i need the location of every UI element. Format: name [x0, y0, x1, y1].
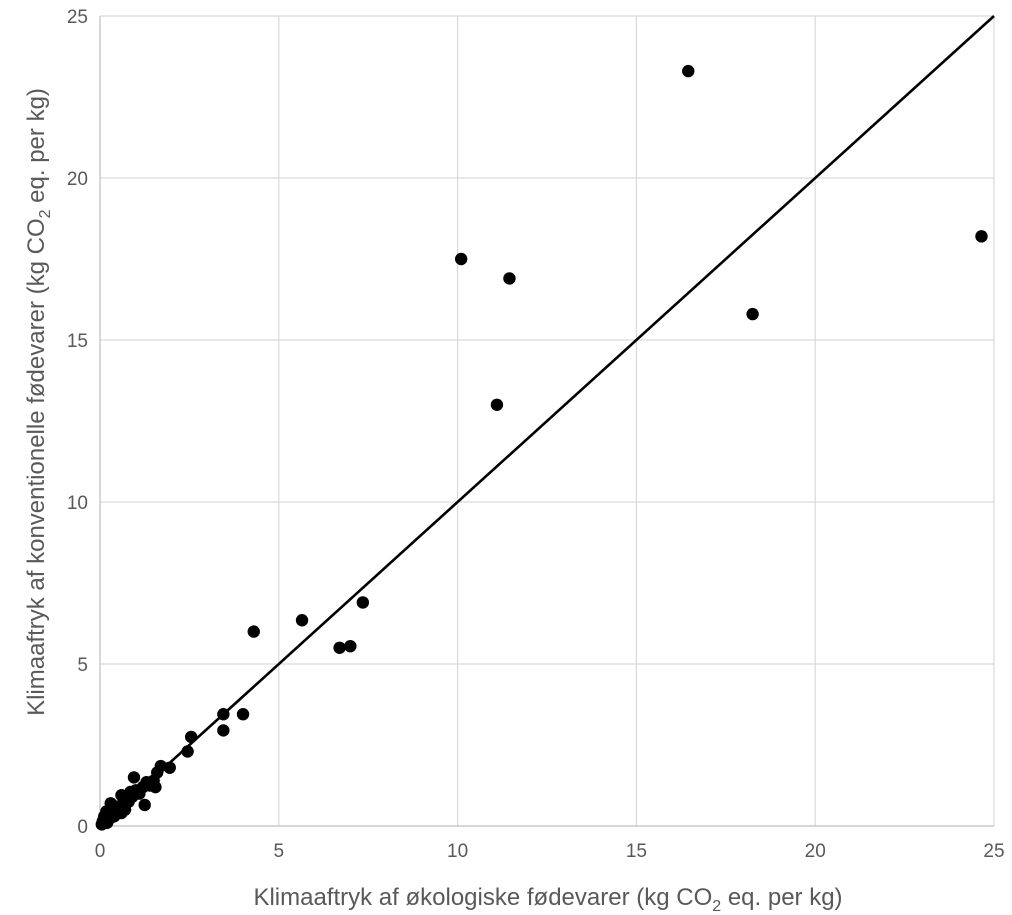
x-tick-label: 20 — [805, 841, 826, 862]
y-tick-label: 15 — [67, 331, 88, 352]
y-tick-label: 25 — [67, 7, 88, 28]
data-point — [746, 307, 759, 321]
data-point — [217, 708, 230, 721]
gridlines — [100, 15, 995, 826]
data-point — [247, 625, 260, 638]
data-point — [236, 708, 250, 721]
data-point — [682, 64, 695, 78]
x-tick-label: 10 — [447, 841, 468, 862]
data-point — [490, 398, 504, 411]
y-tick-labels: 0 5 10 15 20 25 — [67, 7, 88, 838]
data-point — [975, 230, 988, 243]
data-point — [138, 798, 151, 812]
y-tick-label: 5 — [77, 655, 88, 676]
data-point — [295, 614, 309, 627]
x-axis-title: Klimaaftryk af økologiske fødevarer (kg … — [253, 884, 842, 915]
y-axis-title: Klimaaftryk af konventionelle fødevarer … — [23, 88, 54, 716]
data-point — [344, 639, 357, 653]
x-axis-title-tail: eq. per kg) — [721, 884, 842, 911]
data-point — [184, 730, 198, 744]
y-tick-label: 20 — [67, 169, 88, 190]
data-point — [127, 771, 141, 784]
y-tick-label: 0 — [77, 817, 88, 838]
x-tick-labels: 0 5 10 15 20 25 — [95, 841, 1005, 862]
x-tick-label: 25 — [983, 841, 1004, 862]
x-tick-label: 0 — [95, 841, 106, 862]
y-axis-title-main: Klimaaftryk af konventionelle fødevarer … — [23, 218, 50, 716]
y-tick-label: 10 — [67, 493, 88, 514]
data-point — [149, 780, 162, 794]
x-tick-label: 5 — [274, 841, 285, 862]
data-point — [454, 252, 468, 266]
y-axis-title-tail: eq. per kg) — [23, 88, 50, 209]
data-point — [217, 724, 230, 737]
x-axis-title-main: Klimaaftryk af økologiske fødevarer (kg … — [253, 884, 712, 911]
data-points — [95, 64, 988, 831]
data-point — [356, 596, 370, 609]
y-axis-title-subscript: 2 — [37, 209, 54, 218]
x-tick-label: 15 — [626, 841, 647, 862]
axes — [99, 16, 994, 827]
x-axis-title-subscript: 2 — [712, 898, 721, 915]
data-point — [503, 272, 516, 285]
data-point — [163, 761, 176, 774]
data-point — [181, 745, 194, 758]
data-point — [333, 641, 346, 654]
identity-line — [99, 15, 995, 827]
